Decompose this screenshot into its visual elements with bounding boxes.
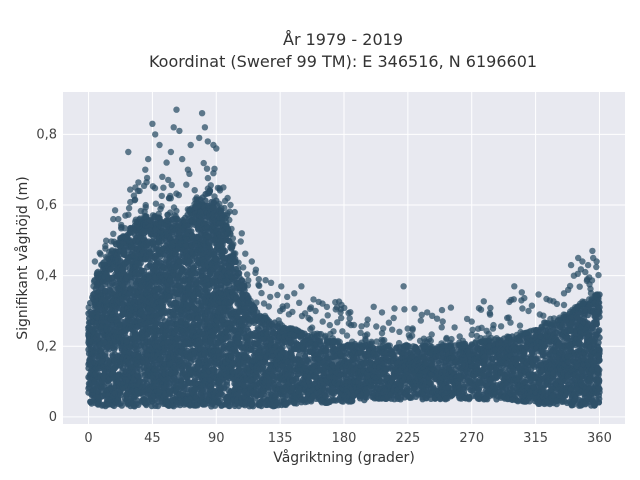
scatter-point — [118, 402, 126, 409]
scatter-points — [85, 106, 603, 410]
scatter-point — [221, 247, 229, 255]
scatter-point — [112, 343, 119, 351]
scatter-point — [137, 372, 144, 379]
scatter-point — [102, 351, 109, 358]
